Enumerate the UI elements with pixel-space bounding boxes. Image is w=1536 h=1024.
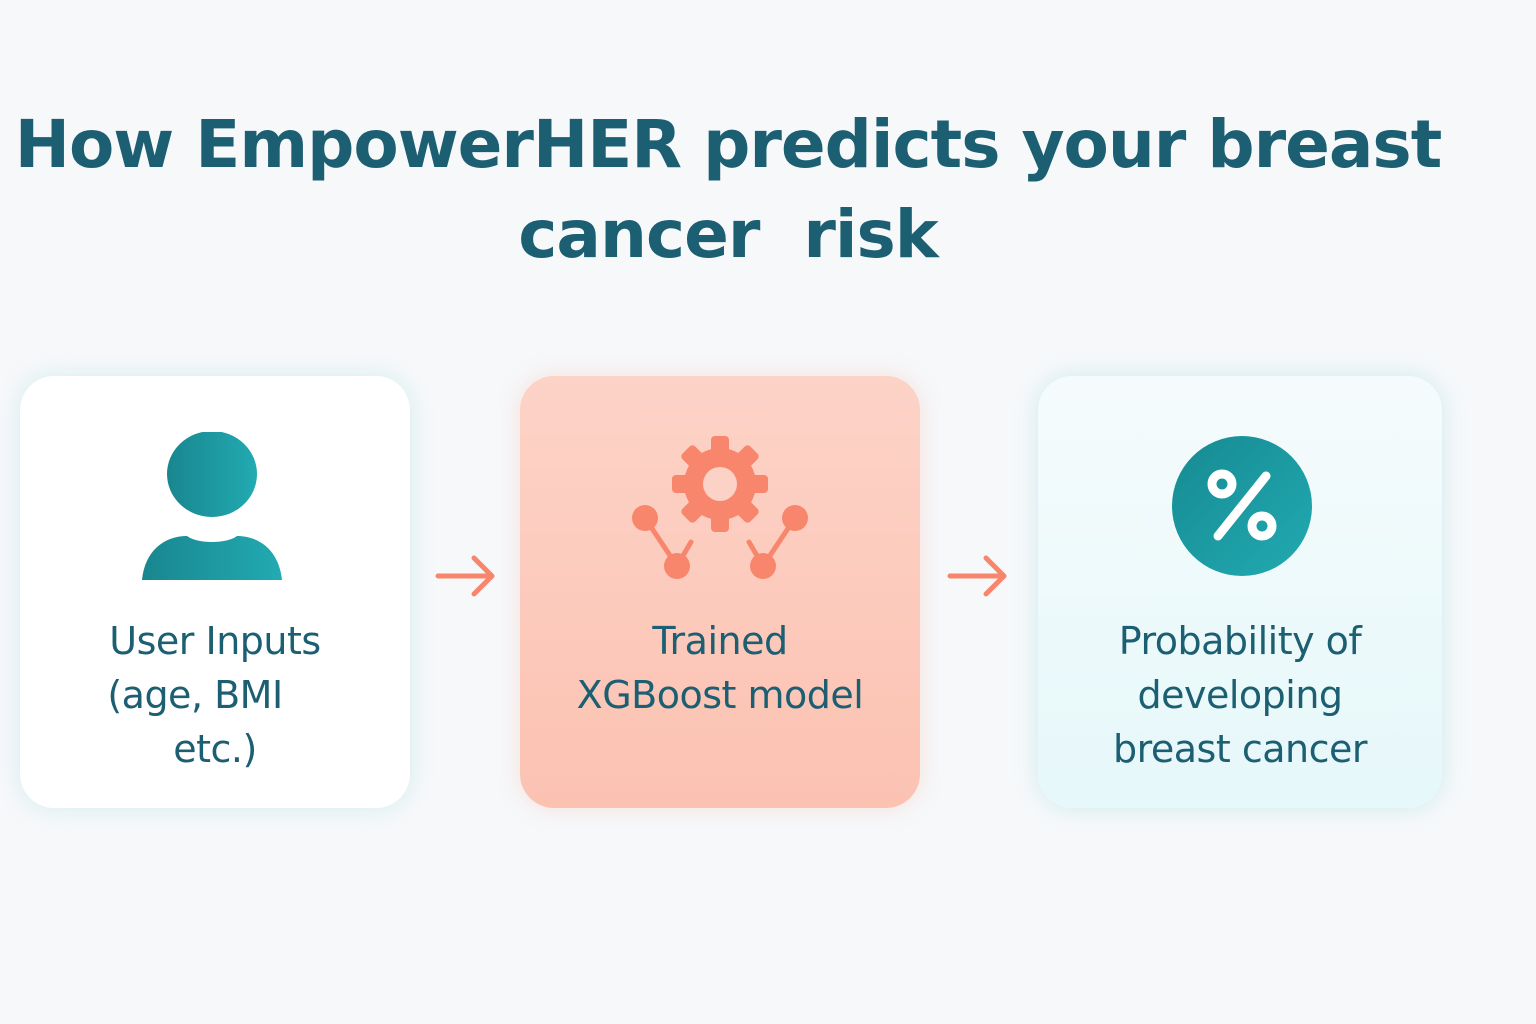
title-line-1: How EmpowerHER predicts your breast: [14, 106, 1443, 183]
title-line-2: cancer risk: [518, 196, 938, 273]
label-line: developing: [1137, 673, 1343, 717]
label-line: etc.): [173, 727, 257, 771]
arrow-right-icon: [435, 555, 495, 597]
gear-network-icon: [520, 432, 920, 592]
label-line: (age, BMI: [107, 673, 283, 717]
user-icon: [20, 432, 410, 592]
label-line: Trained: [652, 619, 788, 663]
arrow-right-icon: [947, 555, 1007, 597]
step-label-probability: Probability of developing breast cancer: [1038, 614, 1442, 776]
step-label-user-inputs: User Inputs (age, BMI etc.): [20, 614, 410, 776]
step-card-trained-model: Trained XGBoost model: [520, 376, 920, 808]
step-card-probability: Probability of developing breast cancer: [1038, 376, 1442, 808]
step-card-user-inputs: User Inputs (age, BMI etc.): [20, 376, 410, 808]
diagram-title: How EmpowerHER predicts your breast canc…: [0, 100, 1456, 280]
label-line: XGBoost model: [576, 673, 864, 717]
label-line: Probability of: [1118, 619, 1362, 663]
percent-icon: [1038, 432, 1442, 592]
label-line: breast cancer: [1112, 727, 1368, 771]
step-label-trained-model: Trained XGBoost model: [520, 614, 920, 722]
label-line: User Inputs: [109, 619, 321, 663]
